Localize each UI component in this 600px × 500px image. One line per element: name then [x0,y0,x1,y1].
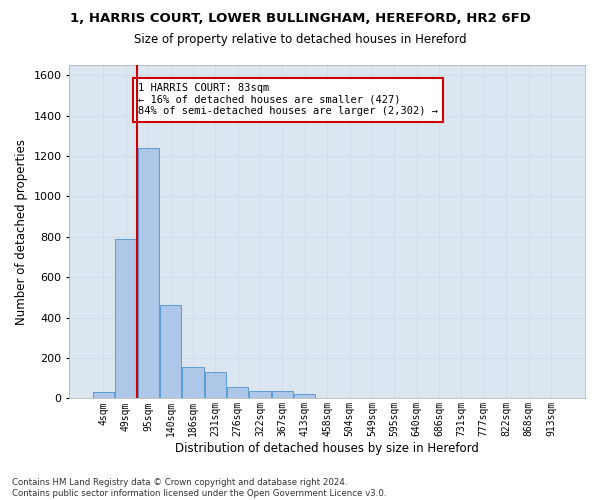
Text: Size of property relative to detached houses in Hereford: Size of property relative to detached ho… [134,32,466,46]
Text: 1, HARRIS COURT, LOWER BULLINGHAM, HEREFORD, HR2 6FD: 1, HARRIS COURT, LOWER BULLINGHAM, HEREF… [70,12,530,26]
Bar [250,392,271,398]
Bar [272,392,293,398]
Bar [205,372,226,398]
Bar [137,148,159,399]
Bar [93,392,114,398]
Bar [160,306,181,398]
Bar [115,239,136,398]
Bar [182,367,203,398]
Text: 1 HARRIS COURT: 83sqm
← 16% of detached houses are smaller (427)
84% of semi-det: 1 HARRIS COURT: 83sqm ← 16% of detached … [138,83,438,116]
Bar [294,394,316,398]
X-axis label: Distribution of detached houses by size in Hereford: Distribution of detached houses by size … [175,442,479,455]
Y-axis label: Number of detached properties: Number of detached properties [15,138,28,324]
Bar [227,388,248,398]
Text: Contains HM Land Registry data © Crown copyright and database right 2024.
Contai: Contains HM Land Registry data © Crown c… [12,478,386,498]
